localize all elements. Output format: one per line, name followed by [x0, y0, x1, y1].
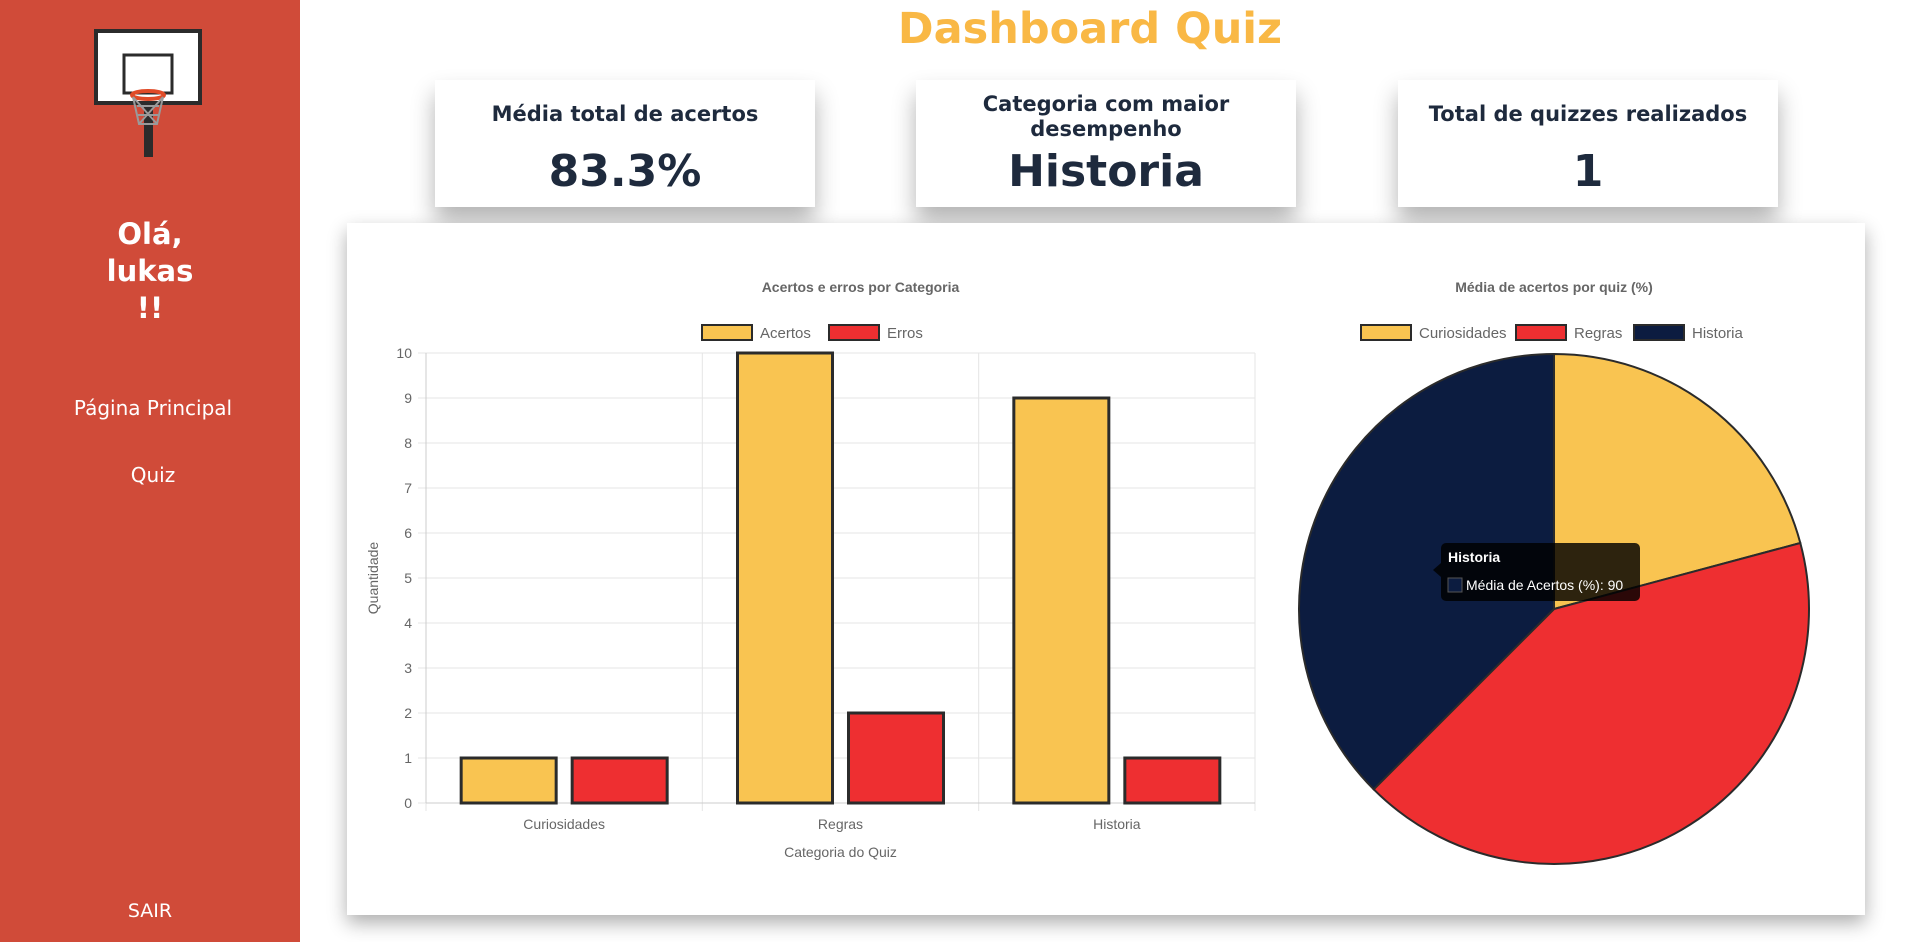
stat-card-title: Categoria com maior desempenho	[982, 92, 1230, 141]
legend-label: Regras	[1574, 325, 1622, 342]
legend-swatch	[1515, 324, 1567, 341]
charts-panel: Acertos e erros por Categoria Acertos Erro…	[347, 223, 1865, 915]
x-axis-title: Categoria do Quiz	[784, 844, 897, 860]
legend-label: Historia	[1692, 325, 1744, 342]
stat-card-average: Média total de acertos 83.3%	[435, 80, 815, 207]
stat-card-value: 83.3%	[548, 146, 702, 197]
greeting-line-1: Olá,	[117, 217, 183, 251]
legend-item-historia[interactable]: Historia	[1633, 324, 1744, 342]
logout-link[interactable]: SAIR	[127, 900, 173, 922]
tooltip-body: Média de Acertos (%): 90	[1466, 577, 1623, 593]
bar-acertos-regras[interactable]	[736, 351, 834, 805]
legend-label: Acertos	[760, 325, 811, 342]
legend-swatch	[701, 324, 753, 341]
y-tick-label: 0	[404, 795, 412, 811]
charts-svg: Acertos e erros por Categoria Acertos Erro…	[365, 279, 1810, 865]
stat-card-value: Historia	[1008, 146, 1204, 197]
pie-slice-regras[interactable]	[1372, 541, 1810, 865]
tooltip-box	[1441, 543, 1640, 601]
x-tick-label: Regras	[818, 816, 863, 832]
y-tick-label: 1	[404, 750, 412, 766]
pie-chart: Média de acertos por quiz (%) Curiosidade…	[1298, 279, 1810, 865]
y-tick-label: 9	[404, 390, 412, 406]
greeting-line-3: !!	[136, 291, 164, 325]
legend-swatch	[1633, 324, 1685, 341]
tooltip-caret	[1433, 563, 1441, 577]
y-tick-label: 3	[404, 660, 412, 676]
bar-acertos-historia[interactable]	[1012, 396, 1111, 805]
legend-item-acertos[interactable]: Acertos	[701, 324, 811, 342]
sidebar: Olá, lukas !! Página Principal Quiz SAIR	[0, 0, 300, 942]
y-tick-label: 7	[404, 480, 412, 496]
legend-swatch	[828, 324, 880, 341]
stat-card-title: Média total de acertos	[491, 102, 759, 126]
bar-chart: Acertos e erros por Categoria Acertos Erro…	[365, 279, 1256, 860]
legend-label: Curiosidades	[1419, 325, 1507, 342]
page-title: Dashboard Quiz	[897, 4, 1283, 54]
stat-card-total-quizzes: Total de quizzes realizados 1	[1398, 80, 1778, 207]
bar-erros-historia[interactable]	[1123, 756, 1222, 805]
y-axis-title: Quantidade	[365, 542, 381, 615]
y-tick-label: 2	[404, 705, 412, 721]
bar-erros-curiosidades[interactable]	[570, 756, 669, 805]
legend-item-erros[interactable]: Erros	[828, 324, 923, 342]
greeting-user-name: lukas	[106, 254, 194, 288]
y-tick-label: 6	[404, 525, 412, 541]
y-tick-label: 8	[404, 435, 412, 451]
x-tick-label: Historia	[1093, 816, 1141, 832]
legend-label: Erros	[887, 325, 923, 342]
y-tick-label: 4	[404, 615, 412, 631]
pie-slice-historia[interactable]	[1298, 352, 1555, 791]
nav-quiz-link[interactable]: Quiz	[130, 463, 176, 487]
legend-item-curiosidades[interactable]: Curiosidades	[1360, 324, 1507, 342]
nav-home-link[interactable]: Página Principal	[73, 396, 233, 420]
chart-tooltip: Historia Média de Acertos (%): 90	[1433, 543, 1640, 601]
greeting: Olá, lukas !!	[0, 216, 300, 327]
y-tick-label: 5	[404, 570, 412, 586]
stat-card-value: 1	[1572, 146, 1604, 197]
stat-card-best-category: Categoria com maior desempenho Historia	[916, 80, 1296, 207]
y-tick-label: 10	[396, 345, 412, 361]
bar-chart-title: Acertos e erros por Categoria	[762, 279, 960, 295]
tooltip-title: Historia	[1448, 549, 1500, 565]
bar-erros-regras[interactable]	[847, 711, 945, 805]
stat-card-title: Total de quizzes realizados	[1428, 102, 1748, 126]
bar-acertos-curiosidades[interactable]	[459, 756, 558, 805]
tooltip-swatch	[1447, 577, 1463, 593]
pie-chart-title: Média de acertos por quiz (%)	[1455, 279, 1653, 295]
legend-item-regras[interactable]: Regras	[1515, 324, 1622, 342]
legend-swatch	[1360, 324, 1412, 341]
basketball-hoop-icon	[94, 29, 202, 157]
x-tick-label: Curiosidades	[523, 816, 605, 832]
